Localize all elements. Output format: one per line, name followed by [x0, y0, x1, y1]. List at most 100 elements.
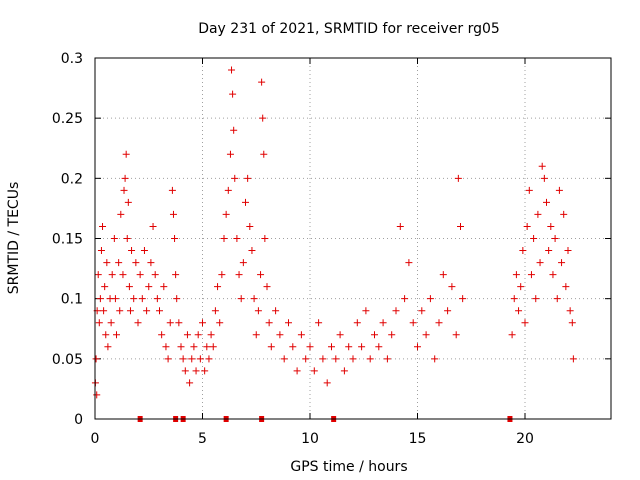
data-point	[226, 150, 234, 158]
data-point	[211, 307, 219, 315]
data-point	[534, 210, 542, 218]
data-point	[457, 222, 464, 230]
data-point	[166, 319, 174, 327]
data-point	[119, 271, 127, 279]
data-point	[521, 319, 529, 327]
data-point	[120, 186, 128, 194]
data-point	[310, 367, 318, 375]
data-point	[414, 343, 421, 351]
data-point	[362, 307, 370, 315]
data-point	[366, 355, 374, 363]
data-point	[181, 367, 189, 375]
data-point	[553, 295, 561, 303]
data-point	[168, 186, 176, 194]
data-point	[323, 379, 331, 387]
data-point	[94, 271, 102, 279]
data-point	[517, 283, 525, 291]
data-point	[121, 174, 129, 182]
data-point	[530, 235, 538, 242]
data-point	[512, 271, 520, 279]
data-point	[289, 343, 297, 351]
data-point	[96, 295, 104, 303]
data-point	[130, 295, 138, 303]
data-point	[179, 355, 187, 363]
data-point	[349, 355, 357, 363]
y-tick-label: 0.1	[61, 292, 83, 308]
data-point	[172, 271, 180, 279]
data-point	[192, 367, 200, 375]
data-point	[117, 210, 125, 218]
data-point	[214, 283, 222, 291]
data-point	[332, 355, 340, 363]
data-point	[239, 259, 247, 267]
data-point	[280, 355, 288, 363]
data-point	[196, 355, 204, 363]
data-point	[122, 150, 130, 158]
data-point	[545, 247, 553, 255]
data-point	[392, 307, 400, 315]
data-point	[263, 283, 271, 291]
data-point	[143, 307, 151, 315]
data-point	[124, 198, 132, 206]
data-point	[562, 283, 570, 291]
data-point	[328, 343, 335, 351]
data-point	[205, 355, 213, 363]
data-point	[218, 271, 226, 279]
data-point	[104, 343, 112, 351]
data-point	[536, 259, 544, 267]
data-point	[250, 295, 258, 303]
data-point	[452, 331, 460, 339]
data-point	[422, 331, 430, 339]
x-tick-label: 5	[198, 431, 207, 447]
data-point	[345, 343, 353, 351]
data-point	[160, 283, 168, 291]
data-point	[209, 343, 217, 351]
x-axis-label: GPS time / hours	[290, 459, 407, 475]
data-point	[93, 391, 101, 399]
data-point	[454, 174, 462, 182]
data-point	[426, 295, 434, 303]
data-point	[293, 367, 301, 375]
data-point	[371, 331, 378, 339]
data-point	[132, 259, 140, 267]
data-point	[564, 247, 572, 255]
data-point	[358, 343, 366, 351]
data-point	[532, 295, 540, 303]
data-point	[285, 319, 292, 327]
data-point	[224, 186, 232, 194]
data-point	[254, 307, 262, 315]
data-point	[510, 295, 518, 303]
data-point	[230, 126, 238, 134]
y-tick-label: 0.05	[52, 352, 83, 368]
data-point	[140, 247, 148, 255]
data-point	[99, 222, 107, 230]
data-point	[103, 259, 111, 267]
axis-ticks: 0 0.05 0.1 0.15 0.2 0.25 0.3 0 5 10 15 20	[52, 51, 611, 447]
data-point	[169, 210, 177, 218]
data-point	[231, 174, 239, 182]
data-point	[306, 343, 314, 351]
data-point	[92, 355, 100, 363]
y-tick-label: 0.3	[61, 51, 83, 67]
data-point	[379, 319, 387, 327]
data-point	[258, 78, 266, 86]
data-point	[246, 222, 254, 230]
data-point	[409, 319, 417, 327]
data-point	[543, 198, 550, 206]
data-point	[222, 210, 230, 218]
data-point	[297, 331, 305, 339]
y-tick-label: 0	[74, 412, 83, 428]
data-point	[128, 247, 136, 255]
data-point	[113, 331, 120, 339]
data-point	[220, 235, 228, 242]
data-point	[508, 331, 516, 339]
data-point	[276, 331, 284, 339]
data-point	[177, 343, 185, 351]
data-point	[233, 235, 241, 242]
data-point	[388, 331, 396, 339]
data-point	[190, 343, 198, 351]
data-point	[207, 331, 215, 339]
data-point	[267, 343, 275, 351]
data-point	[252, 331, 260, 339]
